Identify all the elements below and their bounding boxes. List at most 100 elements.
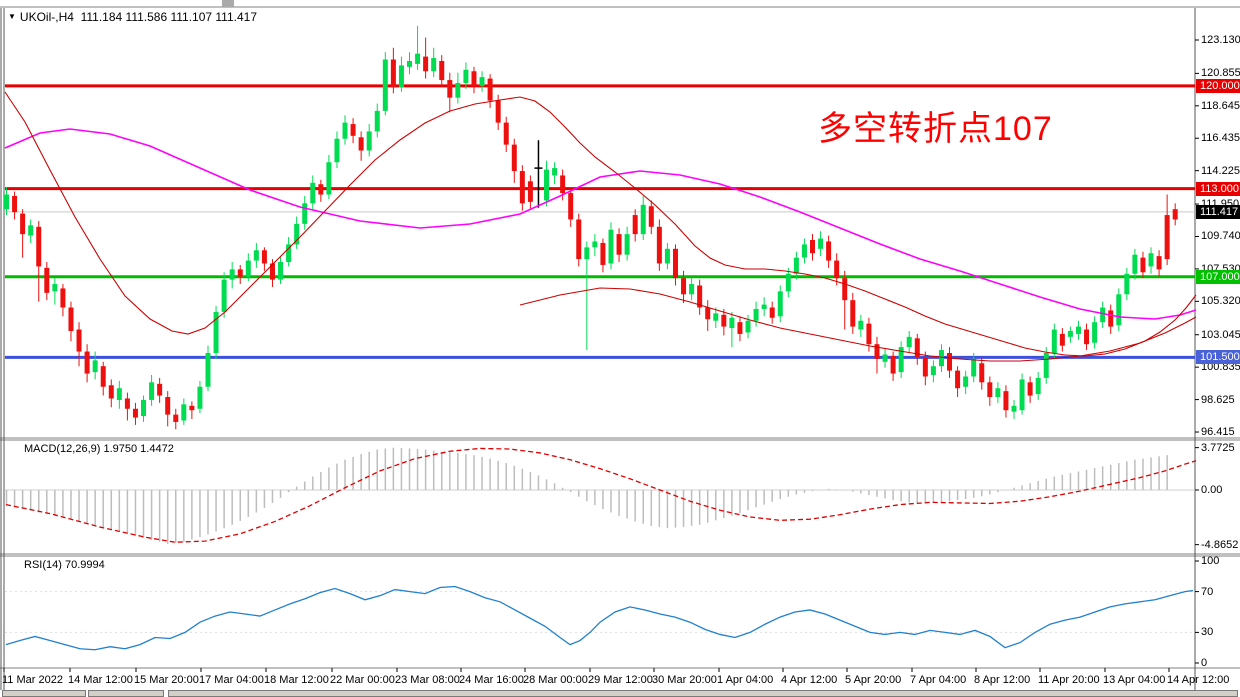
time-label: 30 Mar 20:00 xyxy=(652,674,717,686)
candle-body xyxy=(463,69,469,83)
dropdown-arrow-icon[interactable]: ▼ xyxy=(8,12,16,21)
candle-body xyxy=(713,313,719,321)
time-label: 14 Apr 12:00 xyxy=(1167,674,1230,686)
time-label: 7 Apr 04:00 xyxy=(910,674,967,686)
candle-body xyxy=(100,366,106,387)
macd-axis-label: -4.8652 xyxy=(1201,538,1239,551)
candle-body xyxy=(261,250,267,264)
rsi-axis-label: 0 xyxy=(1201,657,1208,669)
candle-body xyxy=(390,59,396,88)
candle-body xyxy=(560,175,566,194)
price-level-badge: 107.000 xyxy=(1196,269,1240,284)
bottom-tab[interactable] xyxy=(168,690,1238,697)
candle-body xyxy=(20,213,26,235)
candle-body xyxy=(44,267,50,293)
bottom-tab[interactable] xyxy=(88,690,164,697)
price-axis-label: 109.740 xyxy=(1201,230,1240,243)
candle-body xyxy=(318,184,324,195)
rsi-axis-label: 100 xyxy=(1201,555,1220,567)
candle-body xyxy=(1084,329,1090,345)
candle-body xyxy=(624,234,630,255)
candle-body xyxy=(278,262,284,280)
candle-body xyxy=(632,215,638,235)
symbol-label: ▼ UKOil-,H4 111.184 111.586 111.107 111.4… xyxy=(8,10,257,24)
chart-text-annotation[interactable]: 多空转折点107 xyxy=(818,110,1053,148)
candle-body xyxy=(157,383,163,396)
candle-body xyxy=(938,350,944,367)
candle-body xyxy=(600,242,606,265)
candle-body xyxy=(439,60,445,81)
candle-body xyxy=(302,203,308,224)
candle-body xyxy=(84,351,90,374)
candle-body xyxy=(818,238,824,249)
macd-indicator-label: MACD(12,26,9) 1.9750 1.4472 xyxy=(24,443,174,455)
candle-body xyxy=(197,386,203,409)
candle-body xyxy=(116,388,122,400)
candle-body xyxy=(858,320,864,330)
candle-body xyxy=(616,234,622,255)
price-axis-label: 118.645 xyxy=(1201,99,1240,112)
price-level-badge: 113.000 xyxy=(1196,181,1240,196)
candle-body xyxy=(1172,209,1178,220)
candle-body xyxy=(882,354,888,362)
candle-body xyxy=(1132,254,1138,274)
candle-body xyxy=(689,284,695,295)
candle-body xyxy=(205,352,211,387)
rsi-line xyxy=(5,585,1194,651)
candle-body xyxy=(793,257,799,274)
symbol-ohlc: 111.184 111.586 111.107 111.417 xyxy=(80,10,257,24)
candle-body xyxy=(552,168,558,176)
candle-body xyxy=(930,366,936,376)
candle-body xyxy=(189,405,195,411)
candle-body xyxy=(656,226,662,264)
candle-body xyxy=(269,263,275,280)
candle-body xyxy=(181,404,187,421)
candle-body xyxy=(592,241,598,248)
candle-body xyxy=(132,408,138,418)
candle-body xyxy=(28,225,34,236)
candle-body xyxy=(149,382,155,400)
rsi-axis-label: 30 xyxy=(1201,626,1214,639)
candle-body xyxy=(124,398,130,409)
candle-body xyxy=(979,363,985,383)
candle-body xyxy=(1059,333,1065,346)
bottom-tab[interactable] xyxy=(2,690,86,697)
candle-body xyxy=(213,311,219,353)
price-axis-label: 123.130 xyxy=(1201,34,1240,46)
time-label: 17 Mar 04:00 xyxy=(199,674,264,686)
time-label: 5 Apr 20:00 xyxy=(845,674,902,686)
ma-red-fast xyxy=(4,91,1197,357)
candle-body xyxy=(221,279,227,312)
price-axis-label: 120.855 xyxy=(1201,67,1240,80)
candle-body xyxy=(1019,379,1025,411)
candle-body xyxy=(407,60,412,67)
candle-body xyxy=(423,56,429,72)
candle-body xyxy=(1051,329,1057,353)
time-label: 1 Apr 04:00 xyxy=(717,674,774,686)
candle-body xyxy=(1156,256,1162,270)
candle-body xyxy=(721,314,727,327)
candle-body xyxy=(503,122,509,145)
candle-body xyxy=(455,82,461,98)
time-label: 22 Mar 00:00 xyxy=(330,674,395,686)
candle-body xyxy=(1043,352,1049,378)
time-label: 15 Mar 20:00 xyxy=(134,674,199,686)
candle-body xyxy=(987,382,993,398)
candle-body xyxy=(350,124,356,136)
scrollbar-fragment[interactable] xyxy=(222,0,234,7)
time-label: 18 Mar 12:00 xyxy=(264,674,329,686)
candle-body xyxy=(1092,322,1098,343)
candle-body xyxy=(76,329,82,352)
candle-body xyxy=(1003,391,1009,411)
candle-body xyxy=(672,248,678,279)
ma-red-slow xyxy=(519,287,1197,362)
candle-body xyxy=(1035,377,1041,395)
candle-body xyxy=(963,376,969,387)
rsi-axis-label: 70 xyxy=(1201,585,1214,598)
time-label: 11 Mar 2022 xyxy=(2,674,63,686)
candle-body xyxy=(640,204,646,235)
macd-signal-line xyxy=(5,447,1197,543)
candle-body xyxy=(294,223,300,245)
